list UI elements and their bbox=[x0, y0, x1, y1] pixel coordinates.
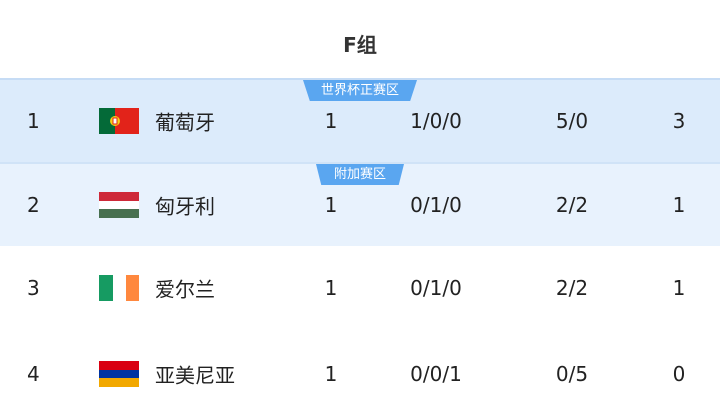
played: 1 bbox=[324, 276, 338, 300]
goals: 0/5 bbox=[555, 361, 589, 386]
table-row[interactable]: 4 亚美尼亚 1 0/0/1 0/5 0 bbox=[0, 330, 720, 417]
zone-badge: 附加赛区 bbox=[315, 164, 405, 185]
zone-badge: 世界杯正赛区 bbox=[302, 80, 418, 101]
table-row[interactable]: 3 爱尔兰 1 0/1/0 2/2 1 bbox=[0, 246, 720, 330]
portugal-flag-icon bbox=[99, 108, 139, 134]
goals: 2/2 bbox=[555, 193, 589, 217]
rank: 4 bbox=[27, 361, 40, 386]
played: 1 bbox=[324, 109, 338, 133]
rank: 3 bbox=[27, 276, 40, 300]
points: 0 bbox=[672, 361, 686, 386]
win-draw-loss: 0/0/1 bbox=[410, 361, 462, 386]
team-name[interactable]: 爱尔兰 bbox=[155, 277, 215, 302]
team-name[interactable]: 葡萄牙 bbox=[155, 110, 215, 135]
points: 1 bbox=[672, 276, 686, 300]
hungary-flag-icon bbox=[99, 192, 139, 218]
points: 1 bbox=[672, 193, 686, 217]
played: 1 bbox=[324, 193, 338, 217]
team-name[interactable]: 匈牙利 bbox=[155, 194, 215, 219]
table-row[interactable]: 附加赛区 2 匈牙利 1 0/1/0 2/2 1 bbox=[0, 162, 720, 246]
played: 1 bbox=[324, 361, 338, 386]
win-draw-loss: 0/1/0 bbox=[410, 193, 462, 217]
group-title: F组 bbox=[343, 33, 377, 57]
rank: 2 bbox=[27, 193, 40, 217]
ireland-flag-icon bbox=[99, 275, 139, 301]
team-name[interactable]: 亚美尼亚 bbox=[155, 363, 235, 387]
table-row[interactable]: 世界杯正赛区 1 葡萄牙 1 1/0/0 5/0 3 bbox=[0, 78, 720, 162]
goals: 2/2 bbox=[555, 276, 589, 300]
win-draw-loss: 0/1/0 bbox=[410, 276, 462, 300]
points: 3 bbox=[672, 109, 686, 133]
win-draw-loss: 1/0/0 bbox=[410, 109, 462, 133]
goals: 5/0 bbox=[555, 109, 589, 133]
rank: 1 bbox=[27, 109, 40, 133]
armenia-flag-icon bbox=[99, 360, 139, 387]
